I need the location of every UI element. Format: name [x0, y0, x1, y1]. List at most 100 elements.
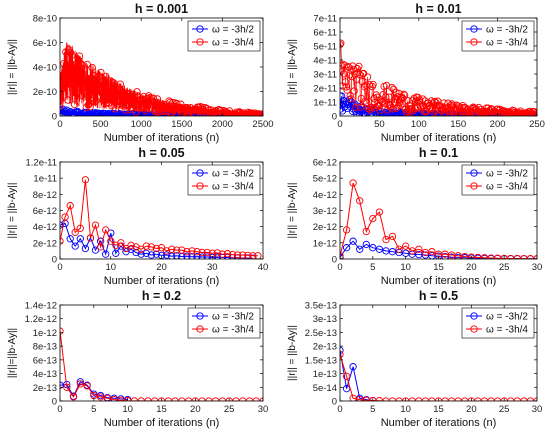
y-tick-label: 2e-13 [33, 383, 57, 394]
series-red-marker [350, 87, 358, 95]
series-red-marker [340, 350, 344, 359]
series-red-marker [352, 103, 360, 112]
chart-title: h = 0.2 [142, 289, 181, 303]
series-blue-marker [356, 245, 364, 253]
legend-label: ω = -3h/4 [212, 182, 254, 193]
series-blue-marker [340, 92, 344, 100]
series-blue-marker [375, 245, 384, 253]
series-blue-line [60, 381, 128, 401]
y-tick-label: 3.5e-13 [305, 301, 337, 312]
chart-3: h = 0.05 0 10 20 30 40 0 2e-12 4e-12 6e-12 8e-12 1e… [7, 146, 268, 287]
series-red-marker [363, 73, 372, 81]
y-tick-label: 1e-11 [33, 174, 57, 185]
series-red-marker [203, 248, 211, 257]
series-blue-marker [349, 363, 357, 371]
series-red-marker [72, 89, 81, 98]
y-tick-label: 6e-12 [313, 158, 337, 169]
legend: ω = -3h/2 ω = -3h/4 [187, 164, 261, 196]
y-tick-label: 1e-12 [33, 328, 57, 339]
series-red-marker [166, 98, 174, 107]
y-tick-label: 2e-13 [313, 342, 337, 353]
series-red-marker [152, 244, 161, 253]
series-red-line [60, 179, 258, 257]
series-blue-marker [188, 253, 196, 259]
series-red-marker [84, 101, 92, 109]
series-red-marker [66, 72, 74, 81]
y-tick-label: 1.5e-13 [305, 355, 337, 366]
series-red-marker [149, 94, 158, 102]
series-red-marker [86, 234, 95, 242]
chart-title: h = 0.5 [419, 289, 458, 303]
series-red-marker [239, 251, 247, 259]
series-blue-marker [137, 250, 145, 258]
series-red-marker [382, 235, 390, 244]
series-red-marker [254, 110, 262, 116]
series-red-marker [193, 248, 201, 256]
x-tick-label: 1000 [131, 119, 152, 130]
legend: ω = -3h/2 ω = -3h/4 [461, 164, 535, 196]
x-tick-label: 30 [532, 262, 543, 273]
y-tick-label: 4e-13 [33, 369, 57, 380]
series-red-marker [83, 382, 91, 390]
series-red-marker [447, 101, 455, 109]
legend-marker [470, 169, 478, 177]
x-tick-label: 250 [529, 119, 545, 130]
x-tick-label: 5 [370, 262, 375, 273]
y-tick-label: 6e-13 [33, 355, 57, 366]
series-blue-marker [152, 250, 161, 258]
x-tick-label: 15 [433, 404, 444, 415]
series-red-marker [342, 372, 351, 380]
y-axis-label: ||r||=||b-Ay|| [7, 328, 18, 378]
series-red-marker [81, 176, 90, 184]
x-tick-label: 15 [156, 404, 167, 415]
y-axis-label: ||r|| = ||b-Ay|| [287, 183, 298, 239]
x-axis-label: Number of iterations (n) [104, 132, 220, 144]
series-red-marker [449, 102, 457, 110]
series-red-marker [73, 73, 82, 81]
series-blue-marker [60, 381, 64, 389]
series-red-marker [60, 72, 65, 80]
series-red-marker [341, 61, 349, 70]
series-red-marker [119, 98, 127, 106]
series-red-marker [162, 247, 171, 255]
series-red-marker [213, 249, 221, 257]
legend-marker [470, 25, 478, 33]
legend-marker [196, 25, 204, 33]
legend-marker [196, 38, 204, 46]
series-red-marker [60, 237, 64, 245]
y-tick-label: 4e-10 [33, 63, 57, 74]
x-tick-label: 0 [337, 404, 342, 415]
legend-marker [470, 182, 478, 190]
y-tick-label: 2e-10 [33, 87, 57, 98]
series-blue-marker [71, 242, 79, 250]
series-red-marker [523, 111, 532, 116]
y-tick-label: 5e-12 [313, 174, 337, 185]
series-red-marker [341, 78, 350, 86]
legend-marker [196, 325, 204, 333]
series-red-marker [408, 104, 416, 113]
x-axis-label: Number of iterations (n) [104, 417, 220, 429]
series-red-marker [109, 79, 118, 87]
legend-marker [196, 169, 204, 177]
legend-label: ω = -3h/2 [212, 312, 254, 323]
legend-label: ω = -3h/4 [486, 38, 528, 49]
series-red-marker [102, 226, 110, 234]
y-tick-label: 0 [332, 255, 337, 266]
series-red-marker [392, 88, 400, 97]
series-red-marker [340, 252, 344, 259]
y-tick-label: 4e-12 [33, 222, 57, 233]
y-tick-label: 6e-12 [33, 206, 57, 217]
legend: ω = -3h/2 ω = -3h/4 [461, 20, 535, 52]
series-red-marker [375, 208, 384, 216]
series-red-marker [363, 99, 371, 107]
series-red-marker [223, 250, 232, 258]
y-tick-label: 2e-12 [313, 222, 337, 233]
legend-label: ω = -3h/2 [486, 312, 528, 323]
series-red-marker [233, 251, 242, 259]
series-red-marker [112, 92, 121, 100]
x-tick-label: 10 [400, 404, 411, 415]
x-axis-label: Number of iterations (n) [104, 275, 220, 287]
series-red-marker [69, 83, 77, 91]
series-red-marker [104, 95, 112, 104]
